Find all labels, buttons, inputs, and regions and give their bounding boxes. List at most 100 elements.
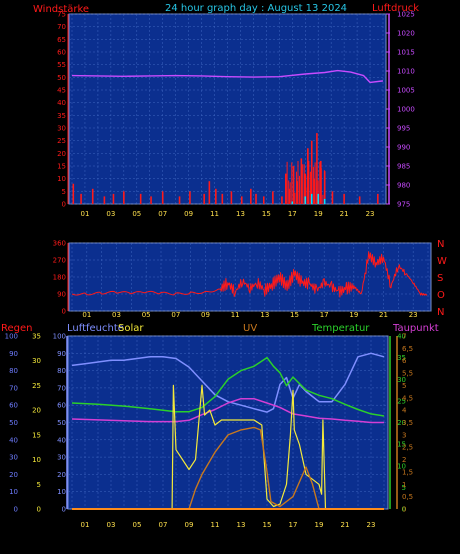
pressure-tick-label: 1015	[397, 49, 415, 57]
wind-tick-label: 70	[57, 23, 66, 31]
compass-label: N	[437, 307, 444, 318]
multi-x-tick-label: 17	[289, 521, 298, 529]
wind-tick-label: 65	[57, 36, 66, 44]
uv-tick-label: 5,5	[402, 370, 413, 378]
rain-tick-label: 60	[9, 402, 18, 410]
uv-tick-label: 6,5	[402, 345, 413, 353]
pressure-tick-label: 1005	[397, 87, 415, 95]
direction-x-tick-label: 23	[409, 311, 418, 319]
wind-tick-label: 45	[57, 87, 66, 95]
rain-tick-label: 50	[9, 419, 18, 427]
wind-tick-label: 20	[57, 150, 66, 158]
rain-tick-label: 30	[9, 454, 18, 462]
wind-x-tick-label: 17	[288, 210, 297, 218]
multi-x-tick-label: 21	[341, 521, 350, 529]
multi-x-tick-label: 05	[133, 521, 142, 529]
direction-x-tick-label: 19	[349, 311, 358, 319]
uv-tick-label: 0,5	[402, 493, 413, 501]
direction-x-tick-label: 03	[112, 311, 121, 319]
wind-x-tick-label: 11	[210, 210, 219, 218]
direction-x-tick-label: 09	[201, 311, 210, 319]
pressure-tick-label: 990	[397, 144, 410, 152]
humidity-axis-title: Luftfeuchte	[67, 323, 124, 334]
direction-x-tick-label: 15	[290, 311, 299, 319]
compass-label: O	[437, 290, 445, 301]
pressure-axis-title: Luftdruck	[372, 3, 419, 14]
rain-tick-label: 80	[9, 367, 18, 375]
uv-tick-label: 3	[402, 431, 406, 439]
direction-line	[71, 251, 428, 298]
pressure-line	[71, 69, 384, 84]
direction-tick-label: 180	[53, 274, 66, 282]
dewpoint-line	[71, 397, 384, 424]
humidity-tick-label: 60	[57, 402, 66, 410]
wind-x-tick-label: 01	[80, 210, 89, 218]
dewpoint-axis-title: Taupunkt	[392, 323, 439, 334]
solar-tick-label: 30	[32, 357, 41, 365]
uv-tick-label: 6	[402, 357, 407, 365]
multi-x-tick-label: 07	[159, 521, 168, 529]
rain-tick-label: 20	[9, 471, 18, 479]
temperature-tick-label: 10	[397, 462, 406, 470]
humidity-tick-label: 80	[57, 367, 66, 375]
rain-tick-label: 70	[9, 384, 18, 392]
pressure-tick-label: 995	[397, 125, 410, 133]
rain-tick-label: 100	[5, 333, 18, 341]
wind-x-tick-label: 05	[132, 210, 141, 218]
wind-x-tick-label: 03	[106, 210, 115, 218]
pressure-tick-label: 985	[397, 163, 410, 171]
rain-tick-label: 10	[9, 488, 18, 496]
wind-tick-label: 5	[62, 188, 66, 196]
graph-title: 24 hour graph day : August 13 2024	[165, 3, 347, 14]
temperature-line	[71, 356, 385, 417]
wind-plot-area	[68, 13, 387, 205]
uv-tick-label: 4	[402, 407, 407, 415]
wind-tick-label: 75	[57, 11, 66, 19]
temperature-tick-label: 25	[397, 397, 406, 405]
temperature-tick-label: 40	[397, 333, 406, 341]
rain-axis-title: Regen	[1, 323, 33, 334]
pressure-tick-label: 975	[397, 201, 410, 209]
wind-x-tick-label: 09	[184, 210, 193, 218]
direction-tick-label: 0	[62, 308, 66, 316]
compass-label: N	[437, 239, 444, 250]
wind-tick-label: 55	[57, 61, 66, 69]
multi-x-tick-label: 03	[107, 521, 116, 529]
temperature-tick-label: 20	[397, 419, 406, 427]
temperature-tick-label: 15	[397, 441, 406, 449]
humidity-tick-label: 40	[57, 436, 66, 444]
multi-x-tick-label: 09	[185, 521, 194, 529]
solar-tick-label: 0	[37, 506, 41, 514]
wind-axis-title: Windstärke	[33, 4, 89, 15]
uv-tick-label: 0	[402, 506, 406, 514]
uv-tick-label: 5	[402, 382, 406, 390]
pressure-tick-label: 980	[397, 182, 410, 190]
uv-tick-label: 1	[402, 481, 406, 489]
wind-x-tick-label: 15	[262, 210, 271, 218]
uv-tick-label: 2	[402, 456, 406, 464]
temperature-tick-label: 30	[397, 376, 406, 384]
direction-tick-label: 90	[57, 291, 66, 299]
multi-x-tick-label: 19	[315, 521, 324, 529]
wind-tick-label: 35	[57, 112, 66, 120]
uv-axis-title: UV	[243, 323, 257, 334]
rain-tick-label: 40	[9, 436, 18, 444]
uv-tick-label: 7	[402, 333, 406, 341]
direction-x-tick-label: 11	[231, 311, 240, 319]
wind-x-tick-label: 19	[314, 210, 323, 218]
uv-tick-label: 4,5	[402, 394, 413, 402]
solar-tick-label: 20	[32, 407, 41, 415]
wind-tick-label: 40	[57, 99, 66, 107]
rain-tick-label: 90	[9, 350, 18, 358]
humidity-tick-label: 30	[57, 454, 66, 462]
humidity-line	[71, 352, 385, 413]
uv-tick-label: 1,5	[402, 468, 413, 476]
temperature-tick-label: 35	[397, 354, 406, 362]
direction-x-tick-label: 21	[379, 311, 388, 319]
wind-x-tick-label: 13	[236, 210, 245, 218]
humidity-tick-label: 0	[62, 506, 66, 514]
humidity-tick-label: 70	[57, 384, 66, 392]
wind-x-tick-label: 23	[366, 210, 375, 218]
solar-tick-label: 5	[37, 481, 41, 489]
direction-x-tick-label: 17	[320, 311, 329, 319]
